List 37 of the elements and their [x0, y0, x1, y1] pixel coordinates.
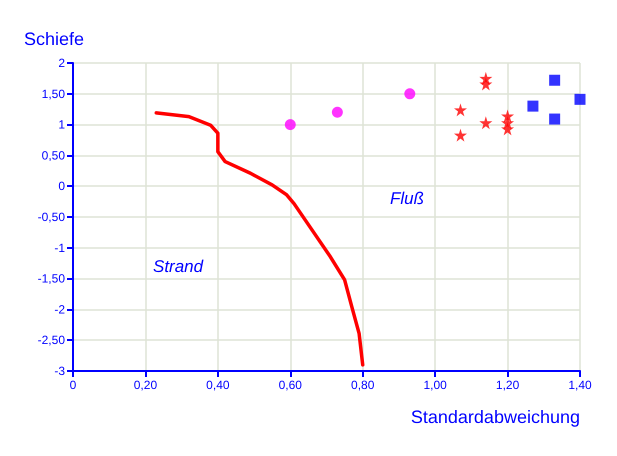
y-tick-label: 2: [58, 56, 66, 70]
y-tick-label: -0,50: [38, 210, 66, 224]
point: [454, 103, 467, 116]
x-tick-label: 0: [70, 378, 77, 392]
point: [549, 74, 560, 86]
x-tick-label: 0,40: [206, 378, 230, 392]
y-tick-label: 1,50: [42, 86, 66, 101]
point: [332, 106, 343, 118]
y-tick-label: -2,50: [38, 333, 66, 348]
x-tick-label: 1,20: [496, 378, 520, 392]
point: [284, 119, 296, 130]
y-axis-title: Schiefe: [24, 29, 84, 49]
line-series: [154, 111, 364, 367]
point: [404, 88, 416, 100]
x-axis-title: Standardabweichung: [410, 407, 580, 427]
x-tick-label: 0,80: [351, 378, 375, 392]
x-tick-label: 0,20: [134, 378, 158, 392]
annotation: Strand: [153, 257, 204, 276]
point: [549, 114, 560, 125]
x-tick-label: 1,00: [423, 378, 448, 392]
x-tick-label: 1,40: [568, 378, 592, 392]
y-tick-label: 1: [58, 118, 66, 132]
point: [527, 100, 538, 112]
point: [501, 122, 514, 136]
x-tick-label: 0,60: [278, 378, 302, 392]
y-tick-label: -1: [54, 240, 66, 255]
point: [479, 116, 492, 130]
point: [479, 77, 492, 90]
y-tick-label: -2: [54, 302, 66, 316]
point: [501, 109, 514, 122]
y-tick-label: 0,50: [42, 148, 66, 162]
y-tick-label: -3: [54, 364, 66, 378]
point: [574, 94, 586, 105]
point: [454, 128, 467, 142]
y-tick-label: 0: [58, 179, 66, 194]
y-tick-label: -1,50: [38, 272, 66, 286]
annotation: Fluß: [390, 189, 424, 208]
